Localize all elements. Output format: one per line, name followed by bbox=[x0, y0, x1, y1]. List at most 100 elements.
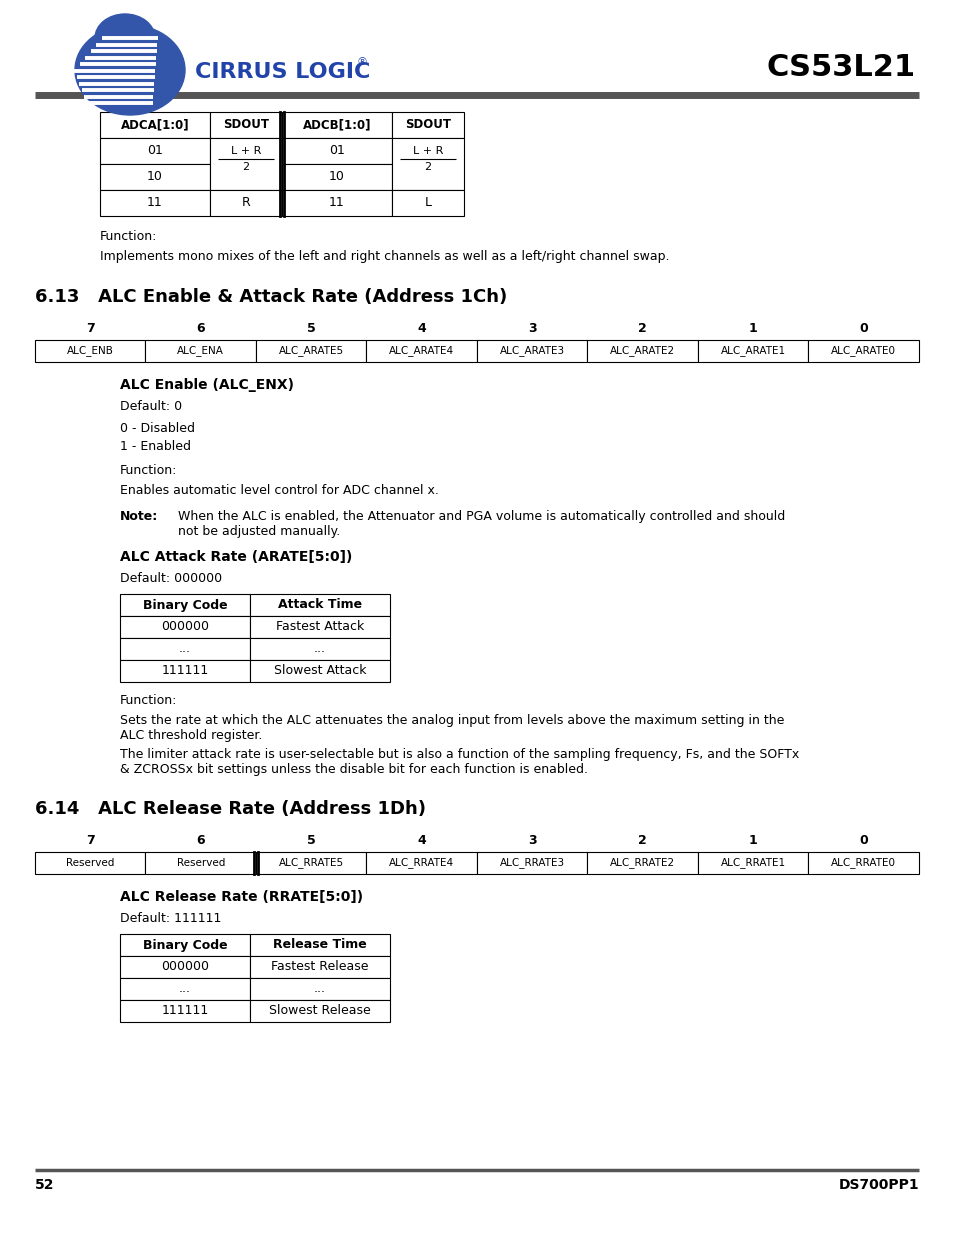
Bar bbox=[120, 934, 250, 956]
Text: ALC_ENB: ALC_ENB bbox=[67, 346, 113, 357]
Text: Release Time: Release Time bbox=[273, 939, 367, 951]
Bar bbox=[807, 340, 918, 362]
Bar bbox=[392, 112, 463, 138]
Text: ADCA[1:0]: ADCA[1:0] bbox=[121, 119, 189, 131]
Bar bbox=[250, 659, 390, 682]
Text: ...: ... bbox=[314, 642, 326, 656]
Bar bbox=[50, 20, 210, 115]
Bar bbox=[146, 852, 255, 874]
Bar bbox=[366, 852, 476, 874]
Text: ...: ... bbox=[179, 983, 191, 995]
Bar bbox=[250, 978, 390, 1000]
Bar bbox=[120, 956, 250, 978]
Bar bbox=[282, 190, 392, 216]
Text: ALC_RRATE3: ALC_RRATE3 bbox=[499, 857, 564, 868]
Text: ALC_ARATE5: ALC_ARATE5 bbox=[278, 346, 343, 357]
Text: When the ALC is enabled, the Attenuator and PGA volume is automatically controll: When the ALC is enabled, the Attenuator … bbox=[178, 510, 784, 538]
Text: Fastest Attack: Fastest Attack bbox=[275, 620, 364, 634]
Text: L + R: L + R bbox=[413, 146, 443, 156]
Bar bbox=[366, 340, 476, 362]
Text: ®: ® bbox=[356, 57, 368, 67]
Text: ALC_ARATE4: ALC_ARATE4 bbox=[389, 346, 454, 357]
Text: Reserved: Reserved bbox=[66, 858, 114, 868]
Text: Attack Time: Attack Time bbox=[277, 599, 362, 611]
Text: Function:: Function: bbox=[120, 464, 177, 477]
Bar bbox=[146, 340, 255, 362]
Text: 4: 4 bbox=[416, 834, 426, 847]
Text: 0: 0 bbox=[859, 322, 867, 335]
Text: 0 - Disabled: 0 - Disabled bbox=[120, 422, 194, 435]
Bar bbox=[807, 852, 918, 874]
Text: ALC_RRATE5: ALC_RRATE5 bbox=[278, 857, 343, 868]
Bar bbox=[100, 138, 210, 164]
Text: ...: ... bbox=[314, 983, 326, 995]
Text: 111111: 111111 bbox=[161, 1004, 209, 1018]
Bar bbox=[120, 594, 250, 616]
Text: 6.14   ALC Release Rate (Address 1Dh): 6.14 ALC Release Rate (Address 1Dh) bbox=[35, 800, 426, 818]
Bar bbox=[250, 934, 390, 956]
Text: Reserved: Reserved bbox=[176, 858, 225, 868]
Text: 10: 10 bbox=[147, 170, 163, 184]
Text: 11: 11 bbox=[329, 196, 345, 210]
Text: 4: 4 bbox=[416, 322, 426, 335]
Ellipse shape bbox=[95, 14, 154, 62]
Bar bbox=[35, 852, 146, 874]
Text: 11: 11 bbox=[147, 196, 163, 210]
Text: CS53L21: CS53L21 bbox=[766, 53, 915, 82]
Bar bbox=[120, 978, 250, 1000]
Text: L + R: L + R bbox=[231, 146, 261, 156]
Text: Fastest Release: Fastest Release bbox=[271, 961, 369, 973]
Text: ALC_ENA: ALC_ENA bbox=[177, 346, 224, 357]
Bar bbox=[100, 112, 210, 138]
Bar bbox=[210, 112, 282, 138]
Text: Binary Code: Binary Code bbox=[143, 599, 227, 611]
Text: ALC_RRATE1: ALC_RRATE1 bbox=[720, 857, 785, 868]
Bar bbox=[250, 956, 390, 978]
Text: 2: 2 bbox=[638, 322, 646, 335]
Text: Function:: Function: bbox=[100, 230, 157, 243]
Text: 3: 3 bbox=[527, 834, 536, 847]
Text: 3: 3 bbox=[527, 322, 536, 335]
Text: Function:: Function: bbox=[120, 694, 177, 706]
Bar bbox=[476, 852, 587, 874]
Text: Default: 000000: Default: 000000 bbox=[120, 572, 222, 585]
Text: ALC_RRATE2: ALC_RRATE2 bbox=[610, 857, 675, 868]
Text: 0: 0 bbox=[859, 834, 867, 847]
Bar bbox=[282, 112, 392, 138]
Text: SDOUT: SDOUT bbox=[405, 119, 451, 131]
Text: 000000: 000000 bbox=[161, 961, 209, 973]
Bar bbox=[587, 852, 698, 874]
Text: CIRRUS LOGIC: CIRRUS LOGIC bbox=[194, 62, 370, 82]
Text: 2: 2 bbox=[242, 162, 250, 172]
Text: ALC_ARATE0: ALC_ARATE0 bbox=[830, 346, 895, 357]
Text: Default: 111111: Default: 111111 bbox=[120, 911, 221, 925]
Text: ALC_RRATE0: ALC_RRATE0 bbox=[830, 857, 895, 868]
Bar bbox=[250, 1000, 390, 1023]
Bar bbox=[120, 616, 250, 638]
Text: DS700PP1: DS700PP1 bbox=[838, 1178, 918, 1192]
Bar bbox=[476, 340, 587, 362]
Text: 1: 1 bbox=[748, 322, 757, 335]
Text: R: R bbox=[241, 196, 250, 210]
Text: The limiter attack rate is user-selectable but is also a function of the samplin: The limiter attack rate is user-selectab… bbox=[120, 748, 799, 776]
Bar bbox=[282, 138, 392, 164]
Bar bbox=[250, 616, 390, 638]
Text: L: L bbox=[424, 196, 431, 210]
Text: ...: ... bbox=[179, 642, 191, 656]
Text: Enables automatic level control for ADC channel x.: Enables automatic level control for ADC … bbox=[120, 484, 438, 496]
Ellipse shape bbox=[75, 25, 185, 115]
Text: 6.13   ALC Enable & Attack Rate (Address 1Ch): 6.13 ALC Enable & Attack Rate (Address 1… bbox=[35, 288, 507, 306]
Text: 111111: 111111 bbox=[161, 664, 209, 678]
Bar bbox=[282, 164, 392, 190]
Text: ALC Enable (ALC_ENX): ALC Enable (ALC_ENX) bbox=[120, 378, 294, 391]
Text: ALC Attack Rate (ARATE[5:0]): ALC Attack Rate (ARATE[5:0]) bbox=[120, 550, 352, 564]
Text: 2: 2 bbox=[424, 162, 431, 172]
Text: Default: 0: Default: 0 bbox=[120, 400, 182, 412]
Text: 6: 6 bbox=[196, 322, 205, 335]
Bar bbox=[250, 638, 390, 659]
Bar bbox=[698, 340, 807, 362]
Text: 2: 2 bbox=[638, 834, 646, 847]
Bar bbox=[698, 852, 807, 874]
Text: 1 - Enabled: 1 - Enabled bbox=[120, 440, 191, 453]
Text: ALC Release Rate (RRATE[5:0]): ALC Release Rate (RRATE[5:0]) bbox=[120, 890, 363, 904]
